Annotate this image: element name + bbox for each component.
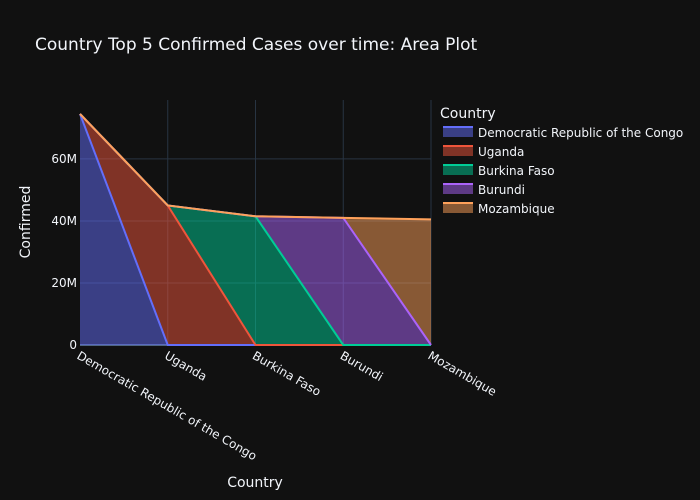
legend-item[interactable]: Burkina Faso bbox=[443, 164, 555, 178]
series-lines bbox=[79, 113, 432, 346]
legend-title: Country bbox=[440, 106, 496, 122]
chart-title: Country Top 5 Confirmed Cases over time:… bbox=[35, 35, 478, 55]
legend-swatch bbox=[443, 184, 473, 194]
legend-label: Democratic Republic of the Congo bbox=[478, 126, 683, 140]
x-tick-label: Burkina Faso bbox=[250, 348, 323, 398]
legend-item[interactable]: Democratic Republic of the Congo bbox=[443, 126, 683, 140]
area-4 bbox=[80, 113, 431, 346]
legend-item[interactable]: Mozambique bbox=[443, 202, 555, 216]
legend-item[interactable]: Burundi bbox=[443, 183, 525, 197]
area-3 bbox=[80, 113, 431, 346]
x-tick-label: Mozambique bbox=[426, 348, 499, 398]
x-tick-label: Uganda bbox=[162, 348, 209, 383]
area-0 bbox=[80, 113, 431, 346]
legend-swatch bbox=[443, 203, 473, 213]
x-tick-label: Burundi bbox=[338, 348, 386, 384]
area-2 bbox=[80, 113, 431, 346]
y-tick-label: 40M bbox=[51, 214, 77, 228]
legend: Country Democratic Republic of the Congo… bbox=[440, 106, 683, 216]
legend-swatch bbox=[443, 165, 473, 175]
y-axis-label: Confirmed bbox=[18, 186, 34, 259]
legend-label: Burkina Faso bbox=[478, 164, 555, 178]
x-tick-label: Democratic Republic of the Congo bbox=[75, 348, 260, 463]
y-tick-label: 60M bbox=[51, 152, 77, 166]
x-axis-label: Country bbox=[227, 475, 283, 491]
y-tick-label: 0 bbox=[69, 338, 77, 352]
legend-label: Mozambique bbox=[478, 202, 555, 216]
legend-item[interactable]: Uganda bbox=[443, 145, 524, 159]
y-axis-ticks: 0 20M 40M 60M bbox=[51, 152, 77, 352]
legend-label: Uganda bbox=[478, 145, 524, 159]
legend-swatch bbox=[443, 127, 473, 137]
legend-swatch bbox=[443, 146, 473, 156]
series-line-4 bbox=[79, 113, 432, 221]
area-1 bbox=[80, 113, 431, 346]
y-tick-label: 20M bbox=[51, 276, 77, 290]
legend-label: Burundi bbox=[478, 183, 525, 197]
area-series bbox=[80, 113, 431, 346]
